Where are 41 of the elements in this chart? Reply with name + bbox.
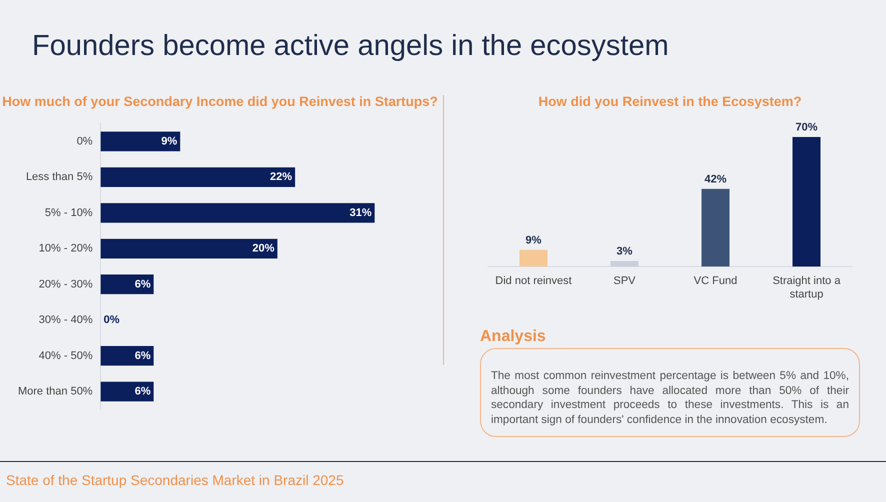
bar bbox=[100, 167, 296, 188]
bar bbox=[100, 382, 154, 402]
y-tick-label: 20% - 30% bbox=[38, 278, 93, 290]
text: The most common reinvestment percentage is between 5% and 10%, although some founders have allocated more than 50% of their secondary investment proceeds to these investments. This is an important sign of founders' confidence in the innovation ecosystem. bbox=[480, 348, 860, 437]
bar bbox=[100, 346, 154, 366]
bar bbox=[100, 203, 375, 223]
data-label: 6% bbox=[134, 386, 151, 398]
chart-title: How much of your Secondary Income did you Reinvest in Startups? bbox=[1, 94, 439, 109]
text: State of the Startup Secondaries Market in Brazil 2025 bbox=[6, 472, 344, 488]
data-label: 70% bbox=[795, 122, 818, 134]
data-label: 31% bbox=[350, 206, 372, 219]
y-tick-label: Less than 5% bbox=[26, 171, 93, 184]
y-tick-label: 30% - 40% bbox=[38, 314, 93, 326]
x-tick-label: VC Fund bbox=[694, 275, 738, 288]
bar bbox=[100, 274, 154, 294]
text: Founders become active angels in the ecosystem bbox=[32, 30, 669, 63]
bar bbox=[792, 137, 820, 267]
data-label: 9% bbox=[161, 135, 178, 148]
y-tick-label: 5% - 10% bbox=[44, 206, 93, 219]
y-tick-label: 10% - 20% bbox=[38, 242, 93, 255]
bar bbox=[100, 238, 278, 258]
data-label: 22% bbox=[270, 171, 292, 184]
y-tick-label: More than 50% bbox=[18, 386, 93, 398]
data-label: 9% bbox=[526, 234, 542, 246]
text: Analysis bbox=[480, 328, 547, 346]
x-tick-label: Did not reinvest bbox=[495, 275, 572, 288]
chart-title: How did you Reinvest in the Ecosystem? bbox=[537, 94, 803, 109]
data-label: 20% bbox=[252, 242, 275, 255]
y-tick-label: 40% - 50% bbox=[38, 350, 93, 362]
data-label: 6% bbox=[134, 278, 151, 290]
data-label: 3% bbox=[616, 246, 633, 258]
bar bbox=[520, 250, 548, 267]
x-tick-label: SPV bbox=[613, 275, 636, 288]
bar bbox=[702, 188, 730, 267]
data-label: 42% bbox=[704, 173, 727, 186]
x-tick-label: Straight into a startup bbox=[772, 275, 842, 300]
bar bbox=[100, 132, 180, 152]
data-label: 0% bbox=[104, 314, 120, 326]
y-tick-label: 0% bbox=[76, 135, 93, 148]
data-label: 6% bbox=[134, 350, 151, 362]
bar bbox=[610, 261, 638, 267]
